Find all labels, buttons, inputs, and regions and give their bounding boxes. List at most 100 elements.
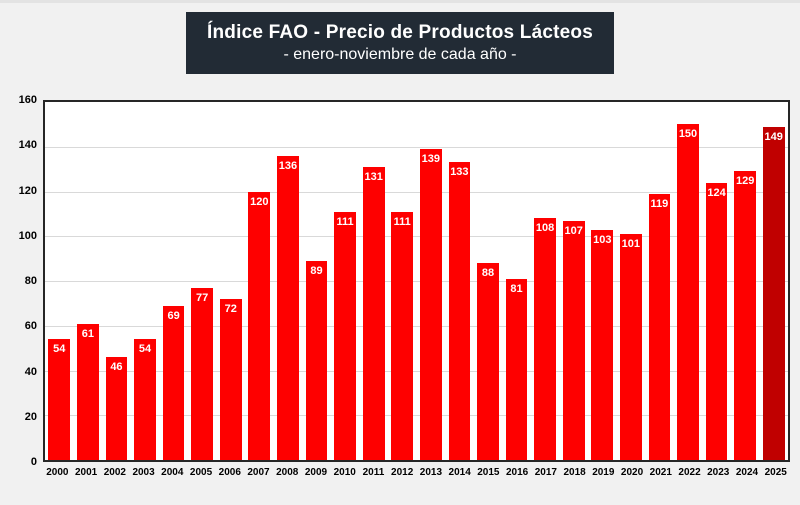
bar-value-label: 108 <box>535 222 555 235</box>
bar-value-label: 103 <box>593 233 612 246</box>
bar-2013: 139 <box>419 149 442 460</box>
bar-value-label: 88 <box>481 267 495 280</box>
bar-slot-2020: 101 <box>617 102 646 460</box>
x-axis-tick-label: 2001 <box>74 467 98 478</box>
bar-value-label: 111 <box>393 215 411 228</box>
bar-slot-2011: 131 <box>359 102 388 460</box>
gridline <box>45 236 788 238</box>
bar-value-label: 133 <box>450 166 469 179</box>
bar-2003: 54 <box>134 339 156 460</box>
bar-slot-2012: 111 <box>388 102 417 460</box>
gridline <box>45 370 788 372</box>
bar-2017: 108 <box>534 218 556 460</box>
bar-slot-2005: 77 <box>188 102 217 460</box>
y-axis-tick-label: 140 <box>18 139 37 152</box>
bar-2015: 88 <box>477 263 499 460</box>
gridline <box>45 281 788 282</box>
x-axis-tick-label: 2025 <box>764 467 787 478</box>
x-axis-tick-label: 2009 <box>304 467 328 478</box>
bar-2005: 77 <box>191 287 214 460</box>
bar-value-label: 107 <box>564 224 583 237</box>
y-axis: 0 20 40 60 80 100 120 140 160 <box>0 94 37 468</box>
bar-slot-2008: 136 <box>274 102 303 460</box>
bar-slot-2003: 54 <box>131 102 160 460</box>
y-axis-tick-label: 80 <box>24 275 37 287</box>
bar-slot-2017: 108 <box>531 102 560 460</box>
bar-slot-2015: 88 <box>474 102 503 460</box>
gridline <box>45 191 788 193</box>
y-axis-tick-label: 160 <box>18 94 37 106</box>
bar-slot-2019: 103 <box>588 102 617 460</box>
chart-title: Índice FAO - Precio de Productos Lácteos <box>207 22 593 43</box>
plot-area: 54 61 46 54 69 77 72 120 136 89 111 131 111 139 133 88 8… <box>43 100 790 462</box>
chart-title-box: Índice FAO - Precio de Productos Lácteos… <box>186 12 614 74</box>
x-axis: 2000 2001 2002 2003 2004 2005 2006 2007 2008 2009… <box>43 467 790 481</box>
x-axis-tick-label: 2013 <box>419 467 443 478</box>
chart-subtitle: - enero-noviembre de cada año - <box>283 46 517 63</box>
bar-slot-2010: 111 <box>331 102 360 460</box>
bar-value-label: 69 <box>167 309 180 322</box>
bar-value-label: 61 <box>81 327 94 340</box>
bar-2008: 136 <box>277 155 299 460</box>
bar-value-label: 101 <box>621 238 641 251</box>
x-axis-tick-label: 2012 <box>391 467 414 478</box>
bar-2001: 61 <box>77 323 99 460</box>
bar-2011: 131 <box>362 166 385 460</box>
bar-2000: 54 <box>48 339 71 460</box>
bar-slot-2004: 69 <box>159 102 188 460</box>
bar-slot-2021: 119 <box>645 102 674 460</box>
bars-row: 54 61 46 54 69 77 72 120 136 89 111 131 111 139 133 88 8… <box>45 102 788 460</box>
bar-slot-2025: 149 <box>759 102 788 460</box>
x-axis-tick-label: 2015 <box>477 467 500 478</box>
y-axis-tick-label: 0 <box>30 456 37 468</box>
bar-2004: 69 <box>162 305 185 460</box>
x-axis-tick-label: 2014 <box>448 467 471 478</box>
x-axis-tick-label: 2008 <box>276 467 299 478</box>
bar-slot-2009: 89 <box>302 102 331 460</box>
bar-slot-2002: 46 <box>102 102 131 460</box>
x-axis-tick-label: 2019 <box>592 467 615 478</box>
bar-2021: 119 <box>648 193 671 460</box>
bar-2018: 107 <box>562 220 585 460</box>
bar-2006: 72 <box>219 298 242 460</box>
bar-slot-2024: 129 <box>731 102 760 460</box>
bar-value-label: 46 <box>110 361 123 374</box>
x-axis-tick-label: 2000 <box>46 467 69 478</box>
bar-2016: 81 <box>505 278 528 460</box>
bar-value-label: 77 <box>196 291 209 304</box>
bar-value-label: 139 <box>421 153 440 165</box>
x-axis-tick-label: 2003 <box>132 467 155 478</box>
y-axis-tick-label: 20 <box>24 410 37 423</box>
bar-value-label: 54 <box>138 343 152 356</box>
bar-slot-2001: 61 <box>74 102 103 460</box>
bar-2014: 133 <box>448 162 471 460</box>
bar-2024: 129 <box>734 171 757 460</box>
bar-slot-2007: 120 <box>245 102 274 460</box>
bar-slot-2000: 54 <box>45 102 74 460</box>
bar-value-label: 131 <box>364 170 383 183</box>
bar-2022: 150 <box>677 124 699 460</box>
x-axis-tick-label: 2002 <box>103 467 126 478</box>
bar-value-label: 120 <box>250 195 269 208</box>
y-axis-tick-label: 100 <box>18 229 37 242</box>
bar-slot-2014: 133 <box>445 102 474 460</box>
bar-slot-2006: 72 <box>216 102 245 460</box>
gridline <box>45 415 788 417</box>
bar-value-label: 150 <box>678 128 698 141</box>
bar-value-label: 124 <box>707 186 726 199</box>
x-axis-tick-label: 2007 <box>247 467 270 478</box>
bar-2020: 101 <box>619 234 642 460</box>
bar-slot-2023: 124 <box>702 102 731 460</box>
x-axis-tick-label: 2023 <box>707 467 730 478</box>
x-axis-tick-label: 2018 <box>563 467 586 478</box>
gridline <box>45 325 788 327</box>
x-axis-tick-label: 2022 <box>678 467 701 478</box>
gridline <box>45 146 788 148</box>
bar-2007: 120 <box>248 191 271 460</box>
y-axis-tick-label: 60 <box>24 320 37 333</box>
bar-value-label: 111 <box>336 215 354 228</box>
bar-2002: 46 <box>105 357 128 460</box>
bar-value-label: 89 <box>310 264 323 277</box>
x-axis-tick-label: 2024 <box>735 467 759 478</box>
